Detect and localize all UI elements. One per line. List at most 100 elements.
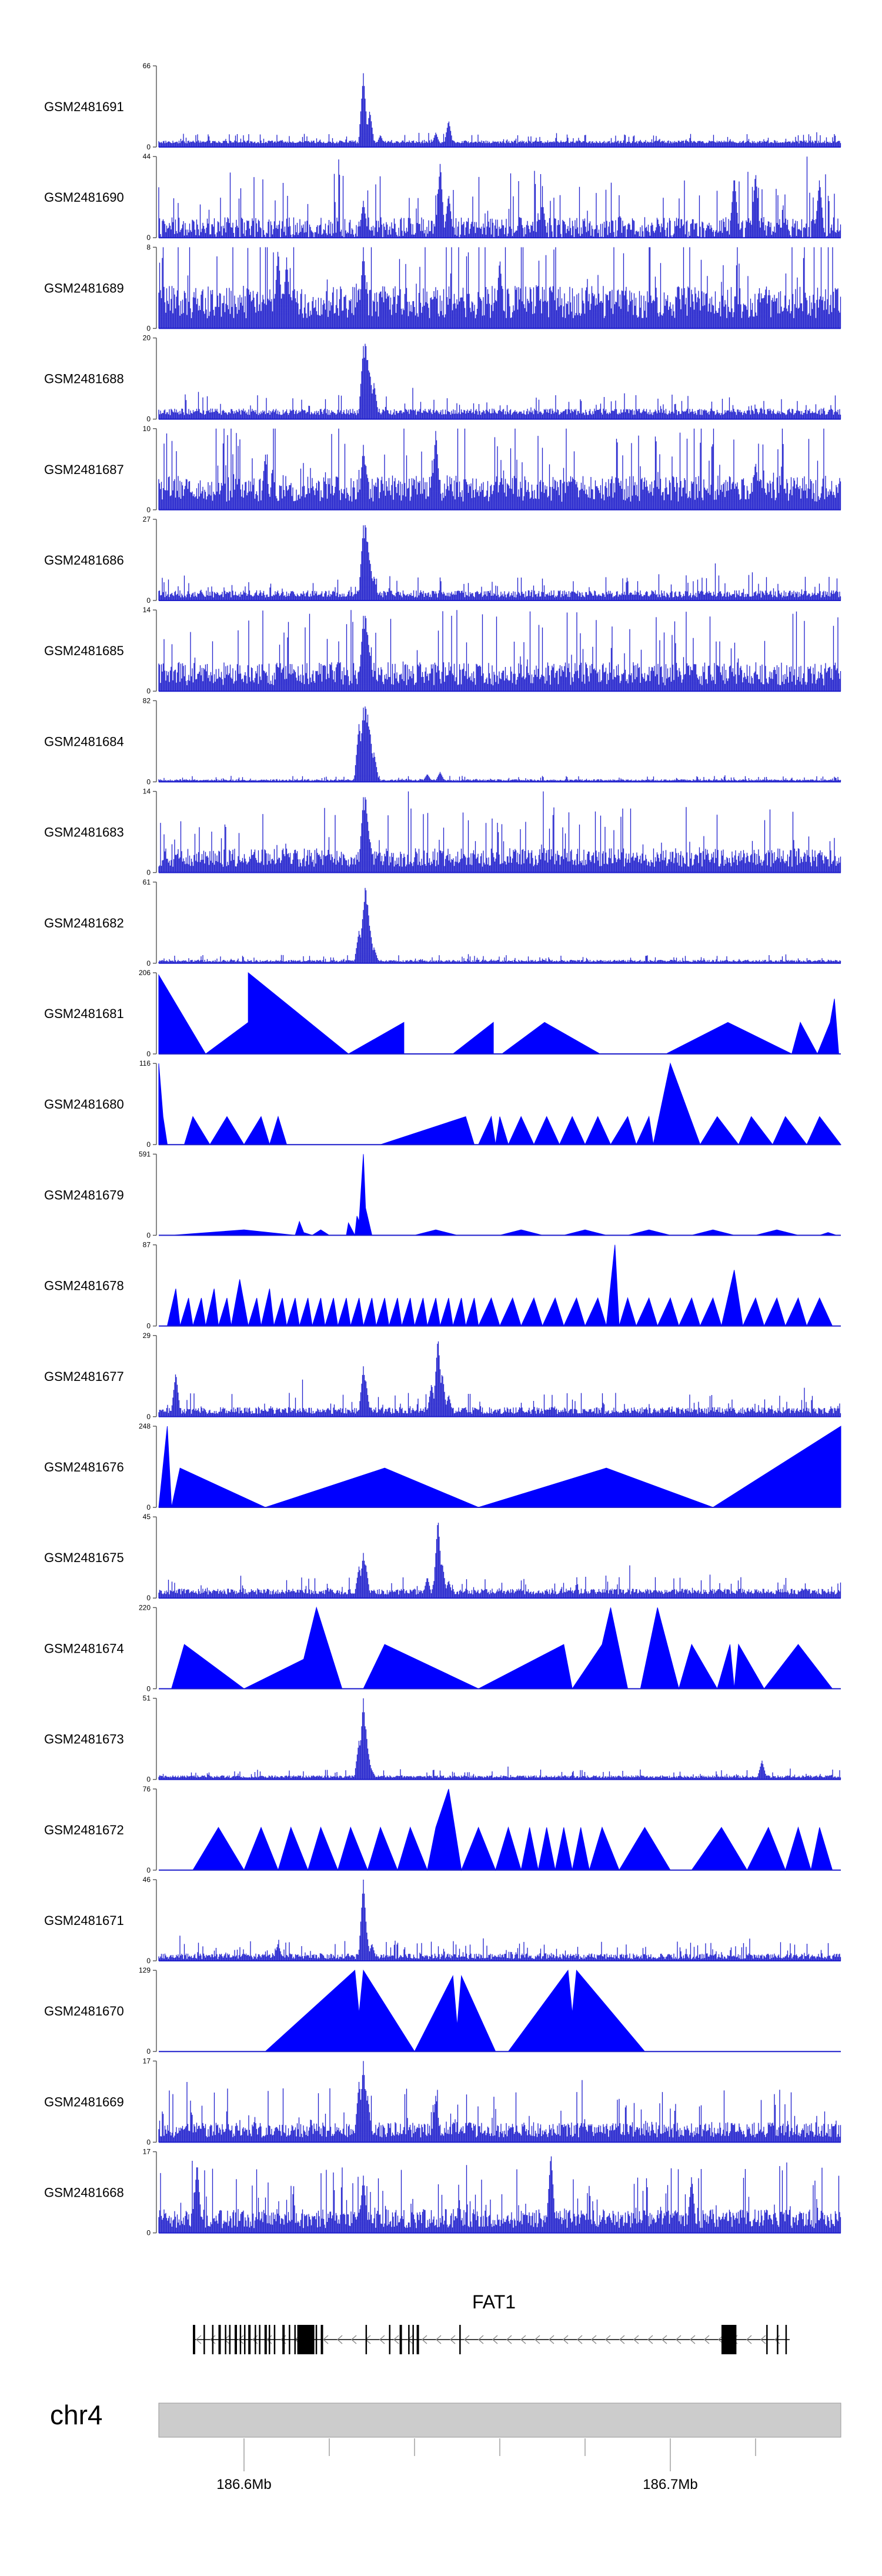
strand-chevron xyxy=(675,2335,681,2344)
track-label: GSM2481688 xyxy=(44,372,124,386)
y-min-label: 0 xyxy=(146,415,151,423)
y-max-label: 8 xyxy=(146,243,151,251)
y-max-label: 87 xyxy=(143,1241,151,1249)
exon xyxy=(282,2325,285,2354)
exon xyxy=(289,2325,290,2354)
y-max-label: 20 xyxy=(143,334,151,342)
strand-chevron xyxy=(590,2335,597,2344)
y-min-label: 0 xyxy=(146,2047,151,2056)
gene-name: FAT1 xyxy=(472,2291,516,2313)
y-max-label: 129 xyxy=(139,1966,151,1974)
y-max-label: 46 xyxy=(143,1876,151,1884)
exon xyxy=(235,2325,237,2354)
y-min-label: 0 xyxy=(146,1594,151,1602)
track-label: GSM2481685 xyxy=(44,643,124,658)
strand-chevron xyxy=(703,2335,710,2344)
exon xyxy=(721,2325,737,2354)
strand-chevron xyxy=(492,2335,498,2344)
coverage-area xyxy=(158,1426,841,1508)
track-GSM2481681: GSM2481681 206 0 xyxy=(44,969,841,1058)
strand-chevron xyxy=(350,2335,357,2344)
coverage-area xyxy=(192,1788,833,1871)
strand-chevron xyxy=(407,2335,413,2344)
strand-chevron xyxy=(506,2335,512,2344)
y-min-label: 0 xyxy=(146,687,151,695)
y-min-label: 0 xyxy=(146,596,151,605)
strand-chevron xyxy=(604,2335,611,2344)
y-max-label: 14 xyxy=(143,788,151,796)
exon xyxy=(255,2325,256,2354)
track-label: GSM2481678 xyxy=(44,1279,124,1293)
exon xyxy=(412,2325,414,2354)
y-max-label: 591 xyxy=(139,1150,151,1158)
y-max-label: 248 xyxy=(139,1422,151,1430)
y-max-label: 116 xyxy=(139,1059,151,1067)
strand-chevron xyxy=(576,2335,583,2344)
track-GSM2481675: GSM2481675 45 0 xyxy=(44,1513,841,1602)
coverage-bars xyxy=(158,247,841,329)
y-max-label: 76 xyxy=(143,1785,151,1793)
y-min-label: 0 xyxy=(146,1684,151,1693)
coverage-bars xyxy=(158,1880,841,1961)
track-label: GSM2481674 xyxy=(44,1641,124,1656)
track-GSM2481682: GSM2481682 61 0 xyxy=(44,878,841,967)
coverage-bars xyxy=(158,525,841,600)
coverage-bars xyxy=(158,73,841,147)
y-max-label: 66 xyxy=(143,62,151,70)
track-GSM2481669: GSM2481669 17 0 xyxy=(44,2057,841,2146)
strand-chevron xyxy=(562,2335,569,2344)
coverage-bars xyxy=(158,428,841,510)
track-label: GSM2481670 xyxy=(44,2004,124,2018)
strand-chevron xyxy=(661,2335,667,2344)
exon xyxy=(218,2325,221,2354)
track-GSM2481673: GSM2481673 51 0 xyxy=(44,1694,841,1784)
exon xyxy=(248,2325,251,2354)
y-max-label: 82 xyxy=(143,696,151,705)
strand-chevron xyxy=(238,2335,244,2344)
coverage-bars xyxy=(158,343,841,419)
y-min-label: 0 xyxy=(146,324,151,332)
exon xyxy=(239,2325,242,2354)
strand-chevron xyxy=(760,2335,766,2344)
track-label: GSM2481677 xyxy=(44,1369,124,1384)
track-GSM2481676: GSM2481676 248 0 xyxy=(44,1422,841,1511)
exon xyxy=(416,2325,419,2354)
exon xyxy=(766,2325,768,2354)
strand-chevron xyxy=(619,2335,625,2344)
track-GSM2481683: GSM2481683 14 0 xyxy=(44,788,841,877)
coverage-bars xyxy=(158,1698,841,1780)
track-label: GSM2481682 xyxy=(44,916,124,930)
strand-chevron xyxy=(379,2335,385,2344)
coverage-bars xyxy=(158,156,841,238)
strand-chevron xyxy=(435,2335,442,2344)
y-max-label: 10 xyxy=(143,425,151,433)
y-min-label: 0 xyxy=(146,1050,151,1058)
ideogram-track: chr4 186.6Mb 186.7Mb xyxy=(50,2400,841,2492)
y-min-label: 0 xyxy=(146,1503,151,1511)
coverage-bars xyxy=(158,791,841,873)
track-label: GSM2481668 xyxy=(44,2185,124,2200)
coverage-area xyxy=(166,1244,833,1327)
coverage-bars xyxy=(158,1341,841,1417)
strand-chevron xyxy=(449,2335,456,2344)
coverage-bars xyxy=(158,2156,841,2233)
strand-chevron xyxy=(534,2335,540,2344)
y-max-label: 51 xyxy=(143,1694,151,1703)
track-label: GSM2481686 xyxy=(44,553,124,568)
track-GSM2481684: GSM2481684 82 0 xyxy=(44,696,841,786)
exon xyxy=(244,2325,246,2354)
strand-chevron xyxy=(463,2335,470,2344)
exon xyxy=(273,2325,276,2354)
track-GSM2481668: GSM2481668 17 0 xyxy=(44,2148,841,2237)
y-min-label: 0 xyxy=(146,1776,151,1784)
exon xyxy=(225,2325,226,2354)
track-GSM2481687: GSM2481687 10 0 xyxy=(44,425,841,514)
track-GSM2481677: GSM2481677 29 0 xyxy=(44,1332,841,1421)
y-min-label: 0 xyxy=(146,1866,151,1874)
strand-chevron xyxy=(520,2335,526,2344)
track-GSM2481690: GSM2481690 44 0 xyxy=(44,152,841,242)
chromosome-ideogram xyxy=(158,2403,841,2438)
y-max-label: 14 xyxy=(143,606,151,614)
y-min-label: 0 xyxy=(146,869,151,877)
